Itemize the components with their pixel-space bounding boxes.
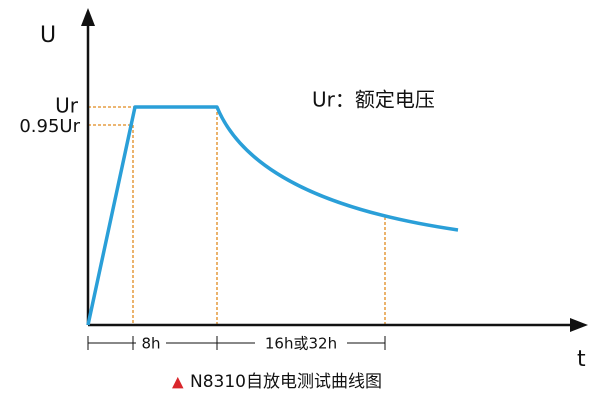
y-arrow bbox=[81, 8, 95, 26]
label-bg bbox=[255, 334, 347, 352]
level-label: 0.95Ur bbox=[19, 116, 80, 137]
axes bbox=[86, 22, 572, 327]
label-bg bbox=[136, 334, 166, 352]
duration-label: 16h或32h bbox=[265, 335, 337, 353]
level-label: Ur bbox=[55, 94, 79, 118]
y-axis-label: U bbox=[40, 23, 56, 48]
x-axis-label: t bbox=[577, 347, 586, 372]
x-arrow bbox=[570, 318, 588, 332]
guides bbox=[88, 106, 386, 325]
caption: N8310自放电测试曲线图 bbox=[190, 372, 382, 392]
legend-note: Ur：额定电压 bbox=[312, 88, 435, 112]
voltage-curve bbox=[86, 105, 459, 326]
caption-marker: ▲ bbox=[172, 373, 184, 391]
duration-label: 8h bbox=[141, 335, 160, 353]
